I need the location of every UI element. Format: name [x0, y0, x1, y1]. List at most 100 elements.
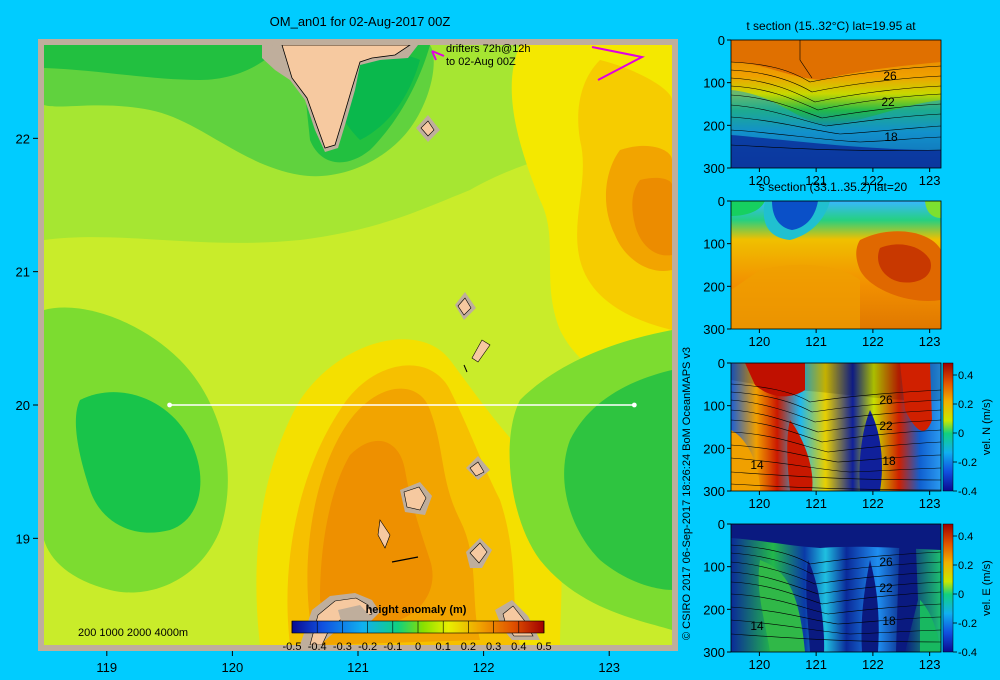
vel-e-field	[731, 524, 941, 652]
colorbar-tick-label: -0.2	[358, 641, 377, 653]
vel-n-colorbar	[942, 362, 954, 492]
map-y-tick-label: 21	[16, 265, 30, 280]
map-x-tick-label: 123	[598, 660, 620, 675]
vcolorbar-tick-label: 0.4	[958, 370, 973, 382]
vel-e-colorbar-ticks: 0.4 0.2 0 -0.2 -0.4	[953, 531, 977, 659]
drifters-note-line1: drifters 72h@12h	[446, 43, 531, 55]
section-x-tick-label: 121	[805, 334, 827, 349]
vcolorbar-tick-label: 0.2	[958, 560, 973, 572]
vcolorbar-tick-label: 0.2	[958, 399, 973, 411]
drifter-track-1	[431, 50, 445, 61]
vel-e-axes: 120 121 122 123 0 100 200 300	[703, 517, 940, 672]
section-y-tick-label: 0	[718, 356, 725, 371]
vcolorbar-tick-label: -0.4	[958, 486, 977, 498]
vel-n-field	[731, 363, 941, 491]
section-x-tick-label: 123	[919, 496, 941, 511]
vel-n-axes: 120 121 122 123 0 100 200 300	[703, 356, 940, 511]
contour-label: 14	[750, 458, 764, 472]
vcolorbar-tick-label: 0	[958, 589, 964, 601]
section-x-tick-label: 120	[749, 496, 771, 511]
colorbar-tick-label: 0.4	[511, 641, 526, 653]
section-y-tick-label: 300	[703, 484, 725, 499]
drifters-note-line2: to 02-Aug 00Z	[446, 56, 516, 68]
colorbar-tick-label: -0.3	[333, 641, 352, 653]
contour-label: 22	[881, 95, 895, 109]
section-y-tick-label: 100	[703, 560, 725, 575]
colorbar-tick-label: -0.4	[308, 641, 327, 653]
section-y-tick-label: 200	[703, 279, 725, 294]
section-x-tick-label: 120	[749, 173, 771, 188]
colorbar-tick-label: 0	[415, 641, 421, 653]
section-x-tick-label: 120	[749, 657, 771, 672]
section-y-tick-label: 300	[703, 322, 725, 337]
colorbar-tick-label: -0.1	[383, 641, 402, 653]
section-x-tick-label: 122	[862, 657, 884, 672]
section-y-tick-label: 200	[703, 602, 725, 617]
colorbar-tick-label: 0.2	[461, 641, 476, 653]
height-anomaly-field	[44, 45, 672, 645]
colorbar-tick-label: 0.5	[536, 641, 551, 653]
vcolorbar-tick-label: 0.4	[958, 531, 973, 543]
section-y-tick-label: 0	[718, 517, 725, 532]
contour-label: 18	[884, 130, 898, 144]
colorbar-tick-label: 0.1	[436, 641, 451, 653]
colorbar-label: height anomaly (m)	[366, 604, 467, 616]
section-x-tick-label: 122	[862, 334, 884, 349]
map-x-tick-label: 121	[347, 660, 369, 675]
colorbar-ticks: -0.5 -0.4 -0.3 -0.2 -0.1 0 0.1 0.2 0.3 0.4 0.5	[283, 621, 552, 653]
section-y-tick-label: 200	[703, 118, 725, 133]
section-line-start	[167, 402, 173, 408]
map-axes: 119 120 121 122 123 19 20 21 22	[16, 131, 621, 675]
vel-e-colorbar-label: vel. E (m/s)	[981, 560, 993, 616]
t-section-field	[731, 40, 941, 168]
vel-e-colorbar	[942, 523, 954, 653]
vel-n-colorbar-ticks: 0.4 0.2 0 -0.2 -0.4	[953, 370, 977, 498]
section-x-tick-label: 122	[862, 173, 884, 188]
s-section-title: s section (33.1..35.2) lat=20	[759, 180, 908, 194]
contour-label: 26	[879, 555, 893, 569]
section-x-tick-label: 121	[805, 496, 827, 511]
contour-label: 22	[879, 419, 893, 433]
map-x-tick-label: 120	[222, 660, 244, 675]
section-y-tick-label: 0	[718, 33, 725, 48]
section-x-tick-label: 123	[919, 334, 941, 349]
s-section-axes: 120 121 122 123 0 100 200 300	[703, 194, 940, 349]
t-section-axes: 120 121 122 123 0 100 200 300	[703, 33, 940, 188]
drifter-track-2	[591, 46, 645, 81]
section-x-tick-label: 121	[805, 657, 827, 672]
colorbar-tick-label: 0.3	[486, 641, 501, 653]
section-y-tick-label: 300	[703, 161, 725, 176]
section-y-tick-label: 100	[703, 76, 725, 91]
map-title: OM_an01 for 02-Aug-2017 00Z	[270, 14, 451, 29]
vel-n-contour-labels: 26 22 18 14	[750, 393, 896, 472]
map-x-tick-label: 119	[96, 660, 117, 675]
section-line-end	[631, 402, 637, 408]
map-y-tick-label: 20	[16, 398, 30, 413]
section-y-tick-label: 100	[703, 399, 725, 414]
t-section-contour-labels: 26 22 18	[881, 69, 898, 144]
section-y-tick-label: 300	[703, 645, 725, 660]
section-x-tick-label: 122	[862, 496, 884, 511]
credit-text: © CSIRO 2017 06-Sep-2017 18:26:24 BoM Oc…	[681, 347, 693, 640]
contour-label: 18	[882, 614, 896, 628]
vcolorbar-tick-label: -0.2	[958, 457, 977, 469]
contour-label: 14	[750, 619, 764, 633]
vcolorbar-tick-label: -0.4	[958, 647, 977, 659]
map-x-tick-label: 122	[473, 660, 495, 675]
vcolorbar-tick-label: -0.2	[958, 618, 977, 630]
section-y-tick-label: 200	[703, 441, 725, 456]
colorbar-tick-label: -0.5	[283, 641, 302, 653]
t-section-title: t section (15..32°C) lat=19.95 at	[746, 19, 916, 33]
vcolorbar-tick-label: 0	[958, 428, 964, 440]
contour-label: 26	[879, 393, 893, 407]
section-x-tick-label: 120	[749, 334, 771, 349]
section-x-tick-label: 121	[805, 173, 827, 188]
contour-label: 18	[882, 454, 896, 468]
vel-n-colorbar-label: vel. N (m/s)	[981, 399, 993, 455]
section-x-tick-label: 123	[919, 657, 941, 672]
contour-label: 26	[883, 69, 897, 83]
s-section-field	[731, 201, 941, 329]
section-y-tick-label: 100	[703, 237, 725, 252]
section-x-tick-label: 123	[919, 173, 941, 188]
